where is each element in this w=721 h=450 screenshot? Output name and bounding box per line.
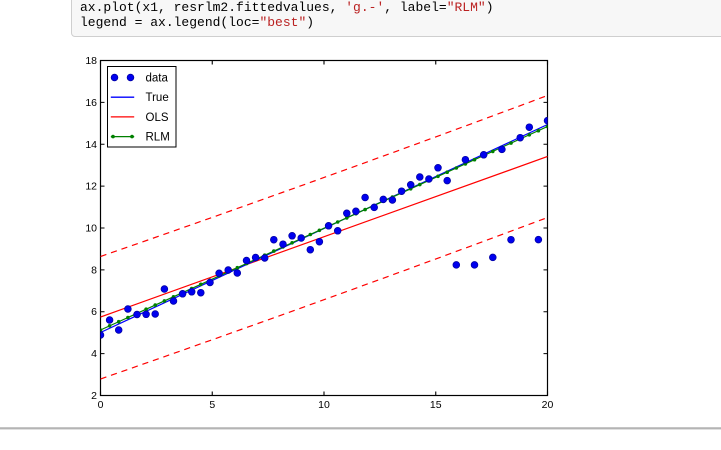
- svg-text:2: 2: [91, 390, 97, 402]
- svg-text:6: 6: [91, 306, 97, 318]
- svg-text:True: True: [146, 92, 169, 104]
- svg-text:8: 8: [91, 264, 97, 276]
- svg-text:5: 5: [209, 399, 215, 411]
- svg-text:OLS: OLS: [146, 112, 169, 124]
- svg-text:15: 15: [430, 399, 442, 411]
- svg-text:10: 10: [318, 399, 330, 411]
- svg-text:10: 10: [85, 223, 97, 235]
- svg-text:16: 16: [85, 97, 97, 109]
- svg-text:0: 0: [98, 399, 104, 411]
- svg-text:12: 12: [85, 181, 97, 193]
- svg-text:20: 20: [542, 399, 554, 411]
- svg-text:14: 14: [85, 139, 97, 151]
- svg-text:18: 18: [85, 55, 97, 67]
- svg-text:data: data: [146, 73, 169, 85]
- svg-text:4: 4: [91, 348, 97, 360]
- svg-text:RLM: RLM: [146, 132, 170, 144]
